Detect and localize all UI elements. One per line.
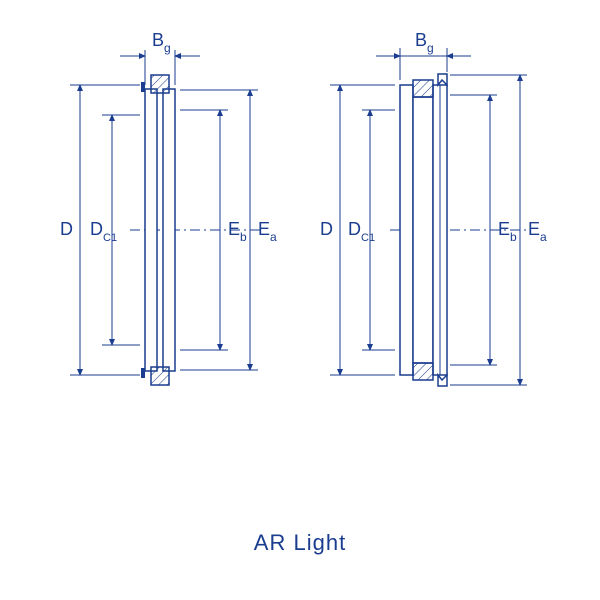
label-Eb-right: Eb: [498, 219, 517, 244]
label-Eb-left: Eb: [228, 219, 247, 244]
label-Ea-right: Ea: [528, 219, 547, 244]
label-D-right: D: [320, 219, 333, 239]
label-Bg-right: Bg: [415, 30, 434, 55]
label-Dc1-left: DC1: [90, 219, 117, 244]
diagram-caption: AR Light: [0, 530, 600, 556]
left-view: Bg D DC1 Eb Ea: [60, 30, 277, 385]
drawing-canvas: Bg D DC1 Eb Ea: [0, 0, 600, 520]
label-Bg-left: Bg: [152, 30, 171, 55]
label-Ea-left: Ea: [258, 219, 277, 244]
label-D-left: D: [60, 219, 73, 239]
label-Dc1-right: DC1: [348, 219, 375, 244]
right-view: Bg D DC1 Eb Ea: [320, 30, 547, 386]
